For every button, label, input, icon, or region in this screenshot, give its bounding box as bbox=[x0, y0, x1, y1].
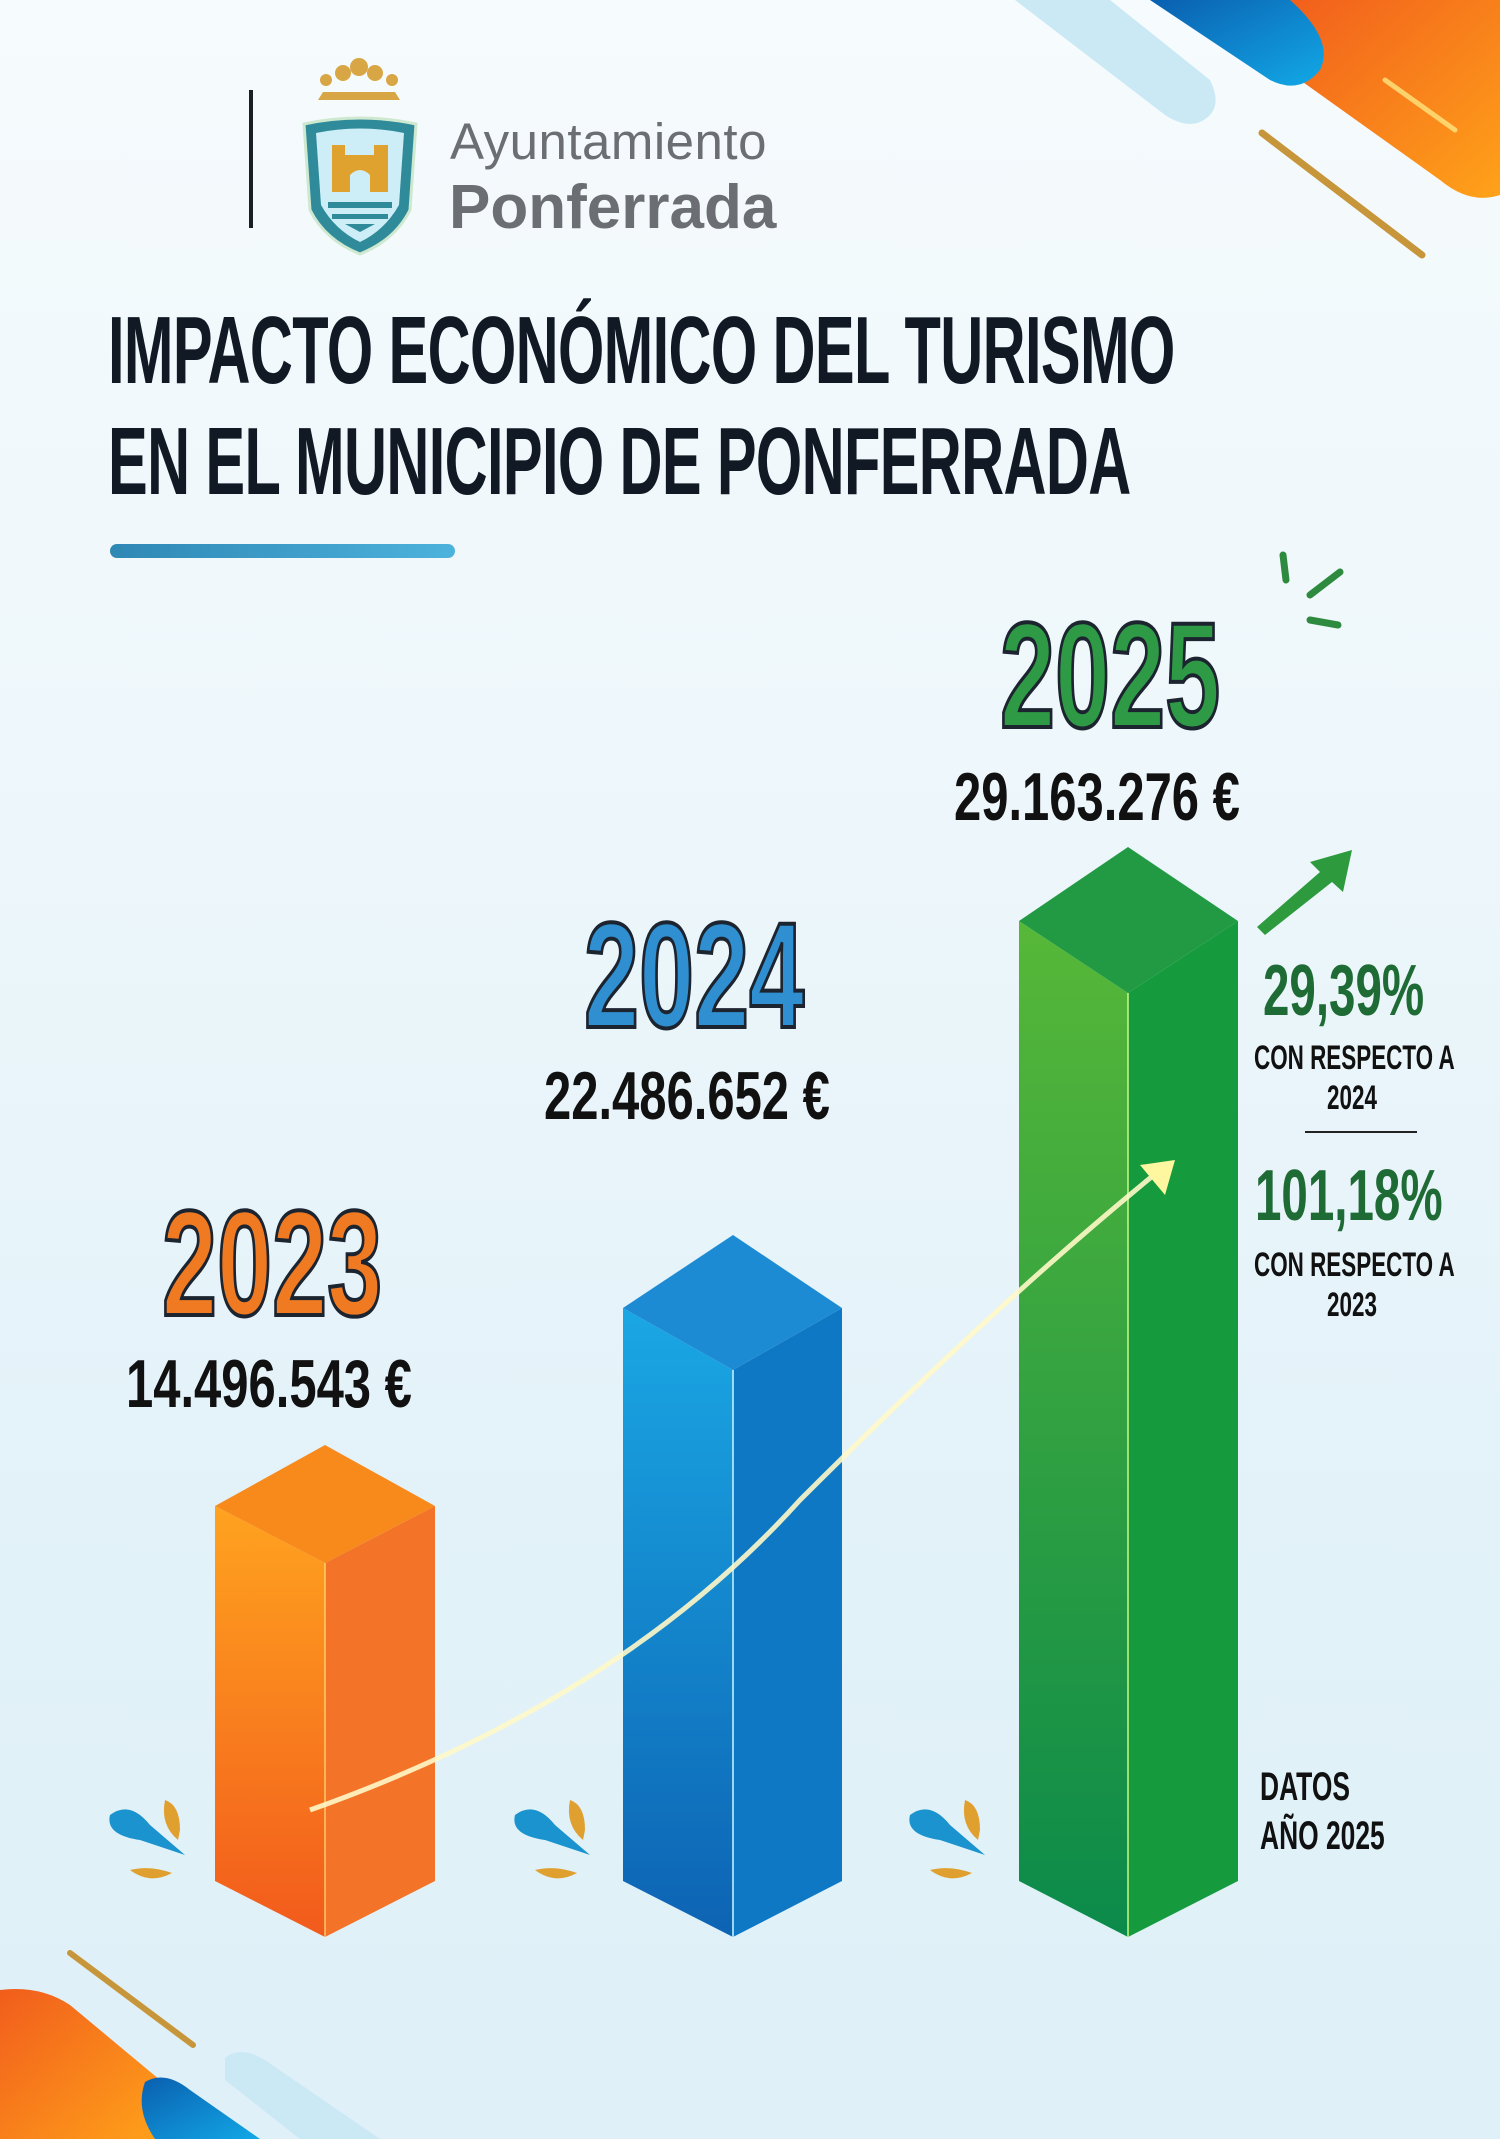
page-title-line1: IMPACTO ECONÓMICO DEL TURISMO bbox=[108, 297, 1175, 404]
growth-vs-2024: 29,39% bbox=[1263, 951, 1425, 1031]
amount-2024: 22.486.652 € bbox=[544, 1058, 830, 1134]
org-name-line2: Ponferrada bbox=[449, 173, 777, 242]
splash-icon bbox=[109, 1800, 185, 1879]
sparkle-icon bbox=[1279, 551, 1344, 629]
org-name-line1: Ayuntamiento bbox=[450, 113, 767, 170]
stats-divider bbox=[1305, 1131, 1417, 1133]
growth-vs-2023-year: 2023 bbox=[1327, 1286, 1377, 1324]
year-label-2025: 2025 bbox=[999, 591, 1222, 759]
bar-2024 bbox=[623, 1235, 842, 1937]
amount-2025: 29.163.276 € bbox=[954, 759, 1240, 835]
splash-icon bbox=[909, 1800, 985, 1879]
footnote-line2: AÑO 2025 bbox=[1260, 1814, 1385, 1858]
growth-vs-2023: 101,18% bbox=[1255, 1156, 1443, 1236]
bar-2025 bbox=[1019, 847, 1238, 1937]
header-divider bbox=[249, 90, 253, 228]
top-right-swoosh bbox=[1015, 0, 1500, 259]
splash-icon bbox=[514, 1800, 590, 1879]
bar-2023 bbox=[215, 1445, 435, 1937]
bottom-left-swoosh bbox=[0, 1950, 380, 2139]
title-underline bbox=[110, 544, 455, 558]
trend-arrow-icon bbox=[309, 1160, 1175, 1813]
footnote-line1: DATOS bbox=[1260, 1765, 1350, 1809]
year-label-2024: 2024 bbox=[583, 891, 806, 1059]
growth-vs-2024-label: CON RESPECTO A bbox=[1254, 1039, 1455, 1077]
growth-vs-2024-year: 2024 bbox=[1327, 1079, 1377, 1117]
growth-arrow-icon bbox=[1257, 850, 1352, 935]
page-title-line2: EN EL MUNICIPIO DE PONFERRADA bbox=[108, 408, 1131, 515]
amount-2023: 14.496.543 € bbox=[126, 1346, 412, 1422]
year-label-2023: 2023 bbox=[161, 1179, 384, 1347]
growth-vs-2023-label: CON RESPECTO A bbox=[1254, 1246, 1455, 1284]
coat-of-arms-icon bbox=[302, 58, 418, 256]
